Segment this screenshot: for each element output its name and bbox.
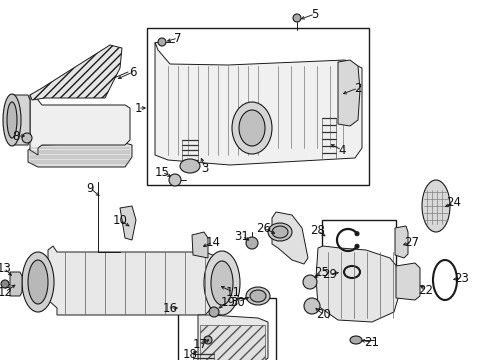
Text: 5: 5 (311, 8, 318, 21)
Text: 2: 2 (353, 81, 361, 94)
Text: 24: 24 (446, 197, 461, 210)
Polygon shape (30, 45, 122, 100)
Polygon shape (337, 60, 359, 126)
Text: 22: 22 (418, 284, 433, 297)
Text: 15: 15 (154, 166, 169, 179)
Polygon shape (12, 95, 30, 145)
Ellipse shape (354, 244, 358, 248)
Ellipse shape (245, 237, 258, 249)
Ellipse shape (210, 261, 232, 305)
Text: 13: 13 (0, 261, 11, 274)
Polygon shape (198, 315, 267, 360)
Polygon shape (120, 206, 136, 240)
Ellipse shape (239, 110, 264, 146)
Ellipse shape (354, 232, 358, 236)
Bar (178, 298, 275, 360)
Ellipse shape (292, 14, 301, 22)
Text: 9: 9 (86, 181, 94, 194)
Ellipse shape (158, 38, 165, 46)
Text: 16: 16 (162, 302, 177, 315)
Ellipse shape (203, 336, 212, 344)
Text: 29: 29 (322, 267, 337, 280)
Text: 31: 31 (234, 230, 249, 243)
Polygon shape (192, 232, 207, 258)
Polygon shape (315, 246, 399, 322)
Text: 26: 26 (256, 221, 271, 234)
Ellipse shape (22, 252, 54, 312)
Ellipse shape (1, 280, 9, 288)
Text: 27: 27 (404, 235, 419, 248)
Text: 7: 7 (174, 31, 182, 45)
Ellipse shape (22, 133, 32, 143)
Polygon shape (395, 263, 419, 300)
Ellipse shape (271, 226, 287, 238)
Polygon shape (30, 95, 130, 155)
Ellipse shape (208, 307, 219, 317)
Text: 8: 8 (12, 130, 20, 143)
Text: 11: 11 (225, 285, 240, 298)
Polygon shape (28, 143, 132, 167)
Text: 30: 30 (230, 296, 245, 309)
Ellipse shape (231, 102, 271, 154)
Ellipse shape (3, 94, 21, 146)
Text: 21: 21 (364, 336, 379, 348)
Ellipse shape (245, 287, 269, 305)
Polygon shape (10, 272, 22, 296)
Text: 23: 23 (454, 271, 468, 284)
Text: 6: 6 (129, 66, 137, 78)
Text: 18: 18 (182, 348, 197, 360)
Text: 20: 20 (316, 309, 331, 321)
Polygon shape (200, 325, 264, 360)
Ellipse shape (28, 260, 48, 304)
Ellipse shape (7, 102, 17, 138)
Ellipse shape (180, 159, 200, 173)
Text: 19: 19 (220, 296, 235, 309)
Polygon shape (155, 42, 361, 165)
Polygon shape (48, 246, 222, 315)
Text: 1: 1 (134, 102, 142, 114)
Ellipse shape (169, 174, 181, 186)
Polygon shape (271, 212, 307, 264)
Ellipse shape (249, 290, 265, 302)
Ellipse shape (267, 223, 291, 241)
Ellipse shape (203, 251, 240, 315)
Text: 17: 17 (192, 338, 207, 351)
Bar (147, 28, 368, 185)
Text: 12: 12 (0, 285, 13, 298)
Polygon shape (394, 226, 407, 258)
Text: 3: 3 (201, 162, 208, 175)
Text: 10: 10 (112, 213, 127, 226)
Text: 4: 4 (338, 144, 345, 157)
Bar (321, 220, 395, 290)
Ellipse shape (304, 298, 319, 314)
Text: 28: 28 (310, 225, 325, 238)
Ellipse shape (421, 180, 449, 232)
Text: 25: 25 (314, 266, 329, 279)
Ellipse shape (349, 336, 361, 344)
Ellipse shape (303, 275, 316, 289)
Text: 14: 14 (205, 235, 220, 248)
